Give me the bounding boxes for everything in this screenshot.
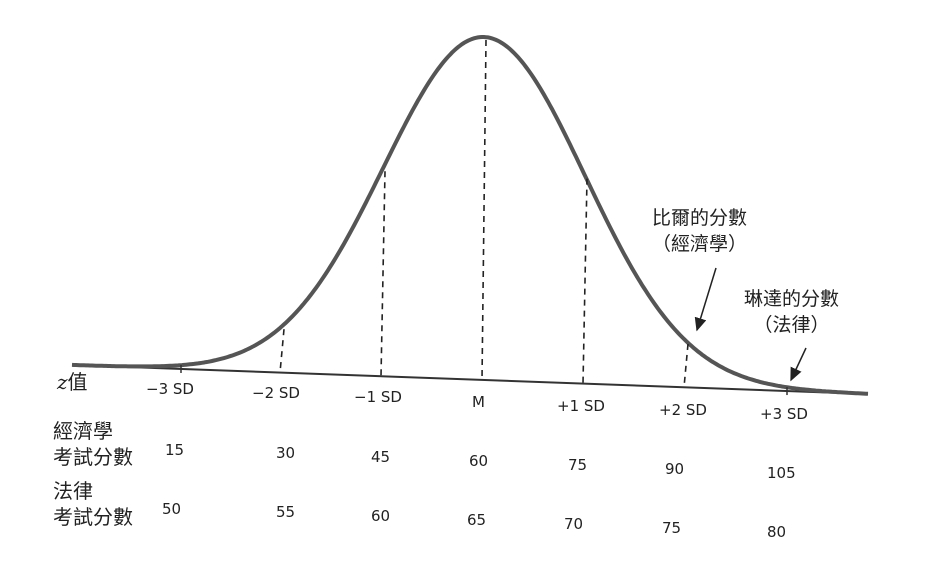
econ-score: 30 (276, 444, 296, 462)
z-axis-baseline (71, 364, 869, 395)
linda-callout-line2: （法律） (753, 314, 830, 336)
z-letter: z (57, 370, 68, 394)
law-score: 50 (162, 500, 182, 518)
law-score: 75 (662, 519, 682, 537)
sd-tick-plus1: +1 SD (557, 397, 605, 415)
sd-tick-mean: M (472, 393, 485, 411)
linda-score-callout: 琳達的分數 （法律） (744, 286, 839, 338)
sd-line-plus1 (582, 178, 588, 384)
sd-line-mean (481, 40, 487, 381)
law-score: 60 (371, 507, 391, 525)
sd-line-minus1 (380, 171, 386, 377)
econ-label-line1: 經濟學 (53, 419, 113, 443)
z-word: 值 (67, 370, 88, 394)
law-label-line2: 考試分數 (53, 505, 133, 529)
bill-score-callout: 比爾的分數 （經濟學） (652, 205, 747, 257)
econ-score: 15 (165, 441, 185, 459)
law-score: 55 (276, 503, 296, 521)
econ-score: 75 (568, 456, 588, 474)
sd-line-minus2 (279, 329, 285, 373)
econ-label-line2: 考試分數 (53, 445, 133, 469)
linda-arrow (790, 347, 807, 382)
econ-row-label: 經濟學 考試分數 (53, 418, 133, 470)
sd-tick-minus2: −2 SD (252, 384, 300, 402)
sd-tick-plus3: +3 SD (760, 405, 808, 423)
law-score: 70 (564, 515, 584, 533)
law-label-line1: 法律 (53, 479, 93, 503)
sd-tick-plus2: +2 SD (659, 401, 707, 419)
sd-line-plus2 (683, 343, 689, 388)
sd-tick-minus1: −1 SD (354, 388, 402, 406)
law-score: 80 (767, 523, 787, 541)
econ-score: 60 (469, 452, 489, 470)
sd-dashed-lines (180, 40, 788, 396)
econ-score: 45 (371, 448, 391, 466)
bill-callout-line1: 比爾的分數 (652, 207, 748, 229)
linda-callout-line1: 琳達的分數 (744, 288, 840, 310)
bill-arrow (694, 267, 717, 332)
law-row-label: 法律 考試分數 (53, 478, 133, 530)
z-value-label: z值 (57, 372, 88, 392)
econ-score: 105 (767, 464, 796, 482)
sd-tick-minus3: −3 SD (146, 380, 194, 398)
bill-callout-line2: （經濟學） (652, 233, 748, 255)
normal-curve (71, 35, 869, 396)
econ-score: 90 (665, 460, 685, 478)
law-score: 65 (467, 511, 487, 529)
